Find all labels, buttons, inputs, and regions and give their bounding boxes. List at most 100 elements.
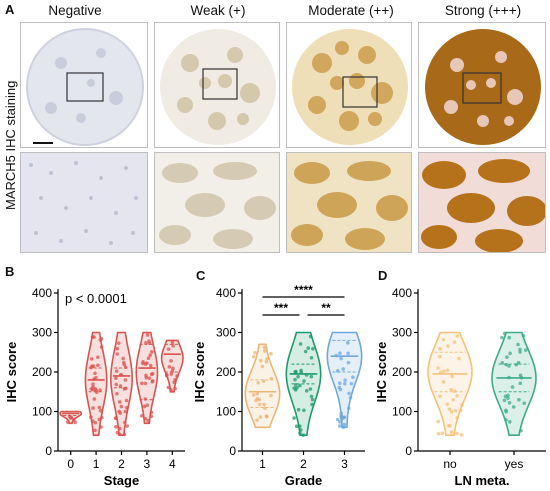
data-point — [438, 347, 442, 351]
panel-d-letter: D — [378, 268, 388, 283]
x-axis-label: Stage — [104, 473, 139, 488]
data-point — [256, 380, 261, 385]
data-point — [72, 418, 76, 422]
data-point — [140, 414, 144, 418]
data-point — [115, 346, 120, 351]
data-point — [114, 376, 118, 381]
roi-box — [66, 72, 104, 102]
data-point — [338, 387, 343, 392]
x-tick-label: 2 — [300, 457, 307, 471]
data-point — [341, 425, 346, 430]
y-tick-label: 200 — [32, 365, 52, 379]
x-tick-label: 4 — [169, 457, 176, 471]
x-tick-label: 0 — [67, 457, 74, 471]
y-tick-label: 300 — [216, 326, 236, 340]
data-point — [145, 333, 150, 337]
data-point — [459, 408, 463, 413]
data-point — [96, 355, 100, 360]
data-point — [518, 350, 522, 354]
data-point — [449, 410, 454, 414]
y-tick-label: 300 — [392, 326, 412, 340]
y-tick-label: 100 — [216, 405, 236, 419]
data-point — [259, 358, 263, 363]
data-point — [308, 334, 313, 339]
data-point — [347, 391, 351, 396]
data-point — [261, 379, 266, 383]
data-point — [445, 402, 450, 407]
data-point — [298, 383, 302, 388]
data-point — [143, 416, 148, 421]
tma-core-weak — [160, 29, 276, 145]
data-point — [334, 353, 339, 358]
data-point — [453, 389, 457, 393]
data-point — [295, 385, 299, 390]
data-point — [113, 416, 118, 421]
data-point — [457, 356, 461, 361]
data-point — [337, 381, 342, 386]
tma-core-negative — [26, 28, 144, 146]
panel-b-letter: B — [5, 264, 15, 279]
data-point — [119, 373, 123, 377]
data-point — [115, 352, 120, 356]
data-point — [148, 353, 153, 357]
data-point — [449, 430, 454, 434]
data-point — [92, 397, 97, 401]
data-point — [125, 406, 129, 410]
data-point — [115, 430, 120, 435]
data-point — [346, 351, 350, 356]
violin-1 — [84, 331, 108, 436]
data-point — [91, 382, 95, 386]
data-point — [269, 351, 273, 356]
y-tick-label: 200 — [392, 365, 412, 379]
data-point — [173, 386, 177, 391]
data-point — [149, 350, 154, 354]
data-point — [293, 377, 297, 382]
data-point — [114, 424, 118, 429]
tma-core-moderate — [292, 29, 408, 145]
data-point — [508, 351, 512, 356]
data-point — [441, 380, 446, 384]
roi-box — [462, 72, 502, 104]
data-point — [450, 374, 454, 379]
violin-2 — [109, 331, 134, 436]
data-point — [117, 409, 121, 414]
data-point — [143, 397, 148, 401]
data-point — [507, 400, 512, 405]
data-point — [298, 431, 302, 436]
data-point — [257, 402, 262, 407]
y-axis-label: IHC score — [192, 342, 207, 403]
data-point — [343, 378, 347, 383]
data-point — [141, 360, 145, 364]
data-point — [269, 376, 274, 381]
data-point — [301, 433, 306, 437]
data-point — [339, 411, 344, 416]
data-point — [91, 419, 95, 424]
data-point — [346, 360, 351, 365]
data-point — [516, 342, 520, 347]
data-point — [122, 387, 127, 391]
col-head-negative: Negative — [48, 3, 102, 18]
x-tick-label: 3 — [341, 457, 348, 471]
data-point — [293, 370, 298, 374]
data-point — [447, 407, 452, 411]
data-point — [341, 415, 346, 420]
data-point — [92, 377, 96, 381]
data-point — [171, 344, 175, 348]
chart-stage-violin: 0 100 200 300 400 IHC score Stage 0 1 2 3 4 p < 0.00… — [4, 286, 185, 488]
data-point — [67, 414, 72, 419]
data-point — [298, 342, 303, 346]
data-point — [147, 376, 152, 380]
data-point — [342, 422, 347, 427]
data-point — [166, 385, 171, 390]
data-point — [504, 362, 508, 367]
data-point — [91, 406, 95, 410]
y-tick-label: 0 — [229, 444, 236, 458]
data-point — [308, 387, 313, 391]
data-point — [89, 415, 93, 419]
data-point — [455, 415, 459, 420]
data-point — [522, 401, 527, 406]
data-point — [145, 403, 150, 407]
x-axis-label: LN meta. — [455, 473, 510, 488]
data-point — [96, 363, 100, 368]
data-point — [460, 403, 464, 407]
